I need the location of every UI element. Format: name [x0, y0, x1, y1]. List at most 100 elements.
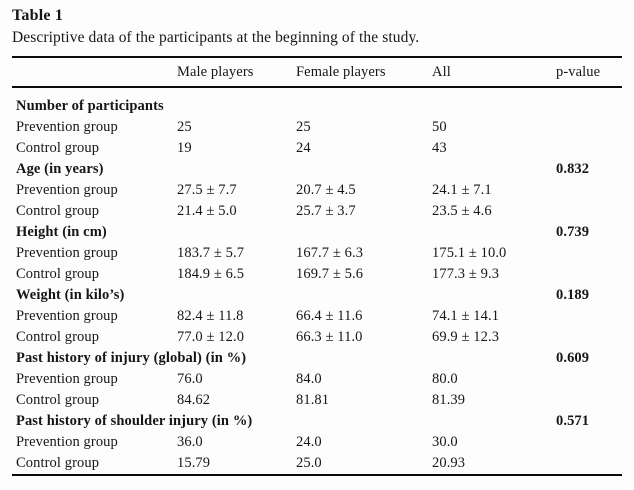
- cell-all: 30.0: [432, 434, 458, 450]
- table-caption: Descriptive data of the participants at …: [12, 29, 420, 46]
- table-title: Table 1: [12, 7, 64, 24]
- cell-pvalue: [556, 138, 622, 159]
- cell-all: 81.39: [432, 392, 466, 408]
- column-header-pvalue: p-value: [556, 57, 622, 88]
- cell-female: 81.81: [296, 392, 330, 408]
- cell-female: 24.0: [296, 434, 322, 450]
- row-label: Prevention group: [16, 308, 118, 324]
- data-row: Prevention group 27.5 ± 7.7 20.7 ± 4.5 24.1…: [12, 180, 622, 201]
- cell-pvalue: [556, 306, 622, 327]
- cell-all: 80.0: [432, 371, 458, 387]
- section-label: Age (in years): [16, 161, 104, 177]
- column-header-all: All: [432, 57, 556, 88]
- data-row: Control group 84.62 81.81 81.39: [12, 390, 622, 411]
- data-row: Prevention group 82.4 ± 11.8 66.4 ± 11.6 74…: [12, 306, 622, 327]
- section-label: Past history of injury (global) (in %): [16, 350, 247, 366]
- column-header-empty: [12, 57, 177, 88]
- cell-male: 76.0: [177, 371, 203, 387]
- column-header-female-players: Female players: [296, 57, 432, 88]
- data-row: Control group 184.9 ± 6.5 169.7 ± 5.6 177.3…: [12, 264, 622, 285]
- cell-male: 84.62: [177, 392, 211, 408]
- cell-female: 24: [296, 140, 311, 156]
- data-row: Control group 19 24 43: [12, 138, 622, 159]
- cell-pvalue: [556, 117, 622, 138]
- cell-all: 175.1 ± 10.0: [432, 245, 507, 261]
- data-row: Prevention group 183.7 ± 5.7 167.7 ± 6.3 17…: [12, 243, 622, 264]
- cell-female: 66.4 ± 11.6: [296, 308, 363, 324]
- cell-pvalue: [556, 264, 622, 285]
- cell-pvalue: [556, 327, 622, 348]
- row-label: Prevention group: [16, 119, 118, 135]
- row-label: Prevention group: [16, 182, 118, 198]
- cell-pvalue: [556, 390, 622, 411]
- cell-female: 25.7 ± 3.7: [296, 203, 356, 219]
- cell-male: 82.4 ± 11.8: [177, 308, 244, 324]
- cell-female: 84.0: [296, 371, 322, 387]
- row-label: Control group: [16, 392, 100, 408]
- cell-all: 74.1 ± 14.1: [432, 308, 500, 324]
- data-row: Prevention group 36.0 24.0 30.0: [12, 432, 622, 453]
- section-label: Number of participants: [16, 98, 164, 114]
- cell-pvalue: 0.832: [556, 161, 590, 177]
- cell-pvalue: [556, 432, 622, 453]
- section-row: Number of participants: [12, 87, 622, 117]
- table-header-row: Male players Female players All p-value: [12, 57, 622, 88]
- cell-female: 20.7 ± 4.5: [296, 182, 356, 198]
- cell-all: 50: [432, 119, 447, 135]
- cell-all: 24.1 ± 7.1: [432, 182, 492, 198]
- cell-pvalue: [556, 201, 622, 222]
- data-row: Control group 21.4 ± 5.0 25.7 ± 3.7 23.5 ± …: [12, 201, 622, 222]
- cell-male: 15.79: [177, 455, 211, 471]
- row-label: Control group: [16, 140, 100, 156]
- cell-all: 43: [432, 140, 447, 156]
- section-row: Weight (in kilo’s) 0.189: [12, 285, 622, 306]
- cell-male: 27.5 ± 7.7: [177, 182, 237, 198]
- cell-pvalue: [556, 453, 622, 475]
- cell-pvalue: 0.571: [556, 413, 590, 429]
- cell-all: 69.9 ± 12.3: [432, 329, 500, 345]
- cell-all: 20.93: [432, 455, 466, 471]
- cell-male: 183.7 ± 5.7: [177, 245, 245, 261]
- table-body: Number of participants Prevention group 25…: [12, 87, 622, 475]
- data-row: Control group 15.79 25.0 20.93: [12, 453, 622, 475]
- section-label: Past history of shoulder injury (in %): [16, 413, 253, 429]
- row-label: Prevention group: [16, 245, 118, 261]
- cell-male: 21.4 ± 5.0: [177, 203, 237, 219]
- cell-pvalue: [556, 87, 622, 117]
- descriptive-data-table: Male players Female players All p-value …: [12, 56, 622, 476]
- cell-pvalue: 0.609: [556, 350, 590, 366]
- row-label: Prevention group: [16, 371, 118, 387]
- row-label: Control group: [16, 266, 100, 282]
- cell-pvalue: 0.189: [556, 287, 590, 303]
- cell-female: 66.3 ± 11.0: [296, 329, 363, 345]
- cell-male: 25: [177, 119, 192, 135]
- data-row: Prevention group 25 25 50: [12, 117, 622, 138]
- data-row: Prevention group 76.0 84.0 80.0: [12, 369, 622, 390]
- cell-male: 184.9 ± 6.5: [177, 266, 245, 282]
- row-label: Control group: [16, 329, 100, 345]
- section-row: Past history of injury (global) (in %) 0.…: [12, 348, 622, 369]
- row-label: Prevention group: [16, 434, 118, 450]
- section-row: Age (in years) 0.832: [12, 159, 622, 180]
- cell-pvalue: 0.739: [556, 224, 590, 240]
- cell-pvalue: [556, 369, 622, 390]
- cell-male: 19: [177, 140, 192, 156]
- cell-pvalue: [556, 180, 622, 201]
- section-label: Weight (in kilo’s): [16, 287, 125, 303]
- cell-female: 25.0: [296, 455, 322, 471]
- section-row: Past history of shoulder injury (in %) 0.…: [12, 411, 622, 432]
- row-label: Control group: [16, 455, 100, 471]
- cell-male: 36.0: [177, 434, 203, 450]
- section-label: Height (in cm): [16, 224, 107, 240]
- cell-pvalue: [556, 243, 622, 264]
- section-row: Height (in cm) 0.739: [12, 222, 622, 243]
- cell-female: 169.7 ± 5.6: [296, 266, 364, 282]
- row-label: Control group: [16, 203, 100, 219]
- cell-female: 167.7 ± 6.3: [296, 245, 364, 261]
- cell-all: 177.3 ± 9.3: [432, 266, 500, 282]
- cell-male: 77.0 ± 12.0: [177, 329, 245, 345]
- cell-female: 25: [296, 119, 311, 135]
- cell-all: 23.5 ± 4.6: [432, 203, 492, 219]
- column-header-male-players: Male players: [177, 57, 296, 88]
- data-row: Control group 77.0 ± 12.0 66.3 ± 11.0 69.9 …: [12, 327, 622, 348]
